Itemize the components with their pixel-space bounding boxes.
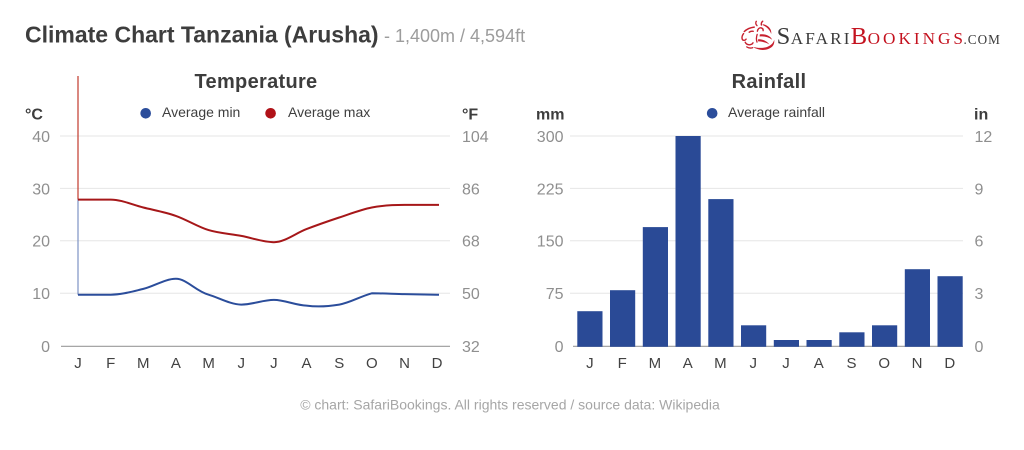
svg-text:J: J: [782, 355, 790, 372]
svg-text:50: 50: [462, 286, 480, 303]
svg-text:- 1,400m / 4,594ft: - 1,400m / 4,594ft: [384, 26, 525, 46]
svg-text:N: N: [399, 355, 410, 372]
svg-text:N: N: [912, 355, 923, 372]
svg-text:A: A: [683, 355, 693, 372]
svg-text:Rainfall: Rainfall: [732, 71, 807, 93]
svg-text:S: S: [846, 355, 856, 372]
svg-text:12: 12: [975, 129, 993, 146]
svg-text:F: F: [618, 355, 627, 372]
svg-text:mm: mm: [536, 107, 564, 124]
svg-text:68: 68: [462, 234, 480, 251]
svg-text:150: 150: [537, 234, 564, 251]
svg-text:104: 104: [462, 129, 489, 146]
svg-text:9: 9: [975, 181, 984, 198]
svg-text:0: 0: [41, 339, 50, 356]
svg-text:75: 75: [546, 286, 564, 303]
svg-text:0: 0: [975, 339, 984, 356]
svg-text:J: J: [749, 355, 757, 372]
svg-text:in: in: [974, 107, 988, 124]
svg-text:225: 225: [537, 181, 564, 198]
svg-text:300: 300: [537, 129, 564, 146]
svg-text:Temperature: Temperature: [195, 71, 318, 93]
svg-text:F: F: [106, 355, 115, 372]
svg-text:D: D: [944, 355, 955, 372]
svg-text:M: M: [714, 355, 727, 372]
svg-text:Average min: Average min: [162, 104, 240, 120]
svg-text:32: 32: [462, 339, 480, 356]
svg-text:Average rainfall: Average rainfall: [728, 104, 825, 120]
svg-text:O: O: [366, 355, 378, 372]
svg-text:M: M: [202, 355, 215, 372]
svg-text:40: 40: [32, 129, 50, 146]
svg-text:30: 30: [32, 181, 50, 198]
svg-text:D: D: [432, 355, 443, 372]
svg-text:°F: °F: [462, 107, 478, 124]
svg-text:20: 20: [32, 234, 50, 251]
svg-text:M: M: [137, 355, 150, 372]
svg-text:A: A: [301, 355, 311, 372]
svg-text:O: O: [878, 355, 890, 372]
svg-text:0: 0: [555, 339, 564, 356]
svg-text:10: 10: [32, 286, 50, 303]
svg-text:M: M: [649, 355, 662, 372]
svg-text:3: 3: [975, 286, 984, 303]
svg-text:A: A: [171, 355, 181, 372]
svg-text:Average max: Average max: [288, 104, 370, 120]
svg-text:.COM: .COM: [964, 32, 1001, 47]
svg-text:J: J: [237, 355, 245, 372]
svg-text:J: J: [270, 355, 278, 372]
svg-text:© chart: SafariBookings. All r: © chart: SafariBookings. All rights rese…: [300, 397, 720, 413]
svg-text:6: 6: [975, 234, 984, 251]
svg-text:J: J: [74, 355, 82, 372]
svg-text:Climate Chart Tanzania (Arusha: Climate Chart Tanzania (Arusha): [25, 21, 379, 47]
svg-text:86: 86: [462, 181, 480, 198]
svg-text:A: A: [814, 355, 824, 372]
svg-text:J: J: [586, 355, 594, 372]
svg-text:S: S: [334, 355, 344, 372]
svg-text:°C: °C: [25, 107, 43, 124]
